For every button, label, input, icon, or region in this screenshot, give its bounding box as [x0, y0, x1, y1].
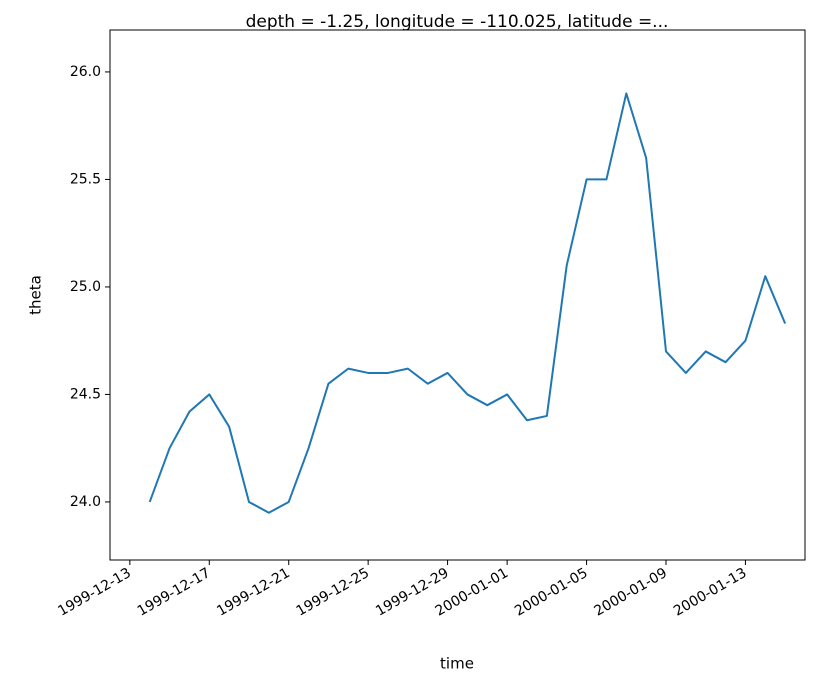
- x-tick-label: 1999-12-17: [135, 565, 213, 620]
- y-tick-label: 25.0: [70, 279, 101, 295]
- x-tick-label: 2000-01-13: [671, 565, 749, 620]
- y-tick-label: 25.5: [70, 171, 101, 187]
- x-tick-label: 1999-12-13: [55, 565, 133, 620]
- chart-title: depth = -1.25, longitude = -110.025, lat…: [246, 12, 669, 32]
- y-tick-label: 24.5: [70, 386, 101, 402]
- x-tick-label: 2000-01-09: [592, 565, 670, 620]
- y-tick-label: 24.0: [70, 494, 101, 510]
- plot-frame: [109, 29, 806, 561]
- x-tick-label: 2000-01-05: [512, 565, 590, 620]
- x-axis-label: time: [440, 655, 474, 673]
- y-tick-label: 26.0: [70, 64, 101, 80]
- data-line: [148, 92, 787, 514]
- x-tick-label: 1999-12-21: [214, 565, 292, 620]
- y-axis-label: theta: [27, 275, 45, 315]
- x-tick-label: 1999-12-25: [294, 565, 372, 620]
